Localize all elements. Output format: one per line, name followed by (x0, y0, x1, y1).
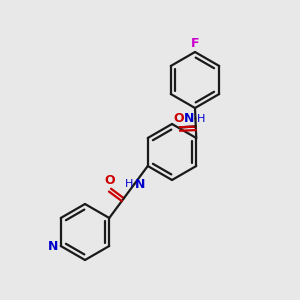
Text: H: H (125, 179, 133, 189)
Text: F: F (191, 37, 199, 50)
Text: N: N (135, 178, 146, 191)
Text: O: O (105, 174, 115, 187)
Text: N: N (47, 239, 58, 253)
Text: H: H (196, 113, 205, 124)
Text: O: O (173, 112, 184, 125)
Text: N: N (184, 112, 194, 125)
